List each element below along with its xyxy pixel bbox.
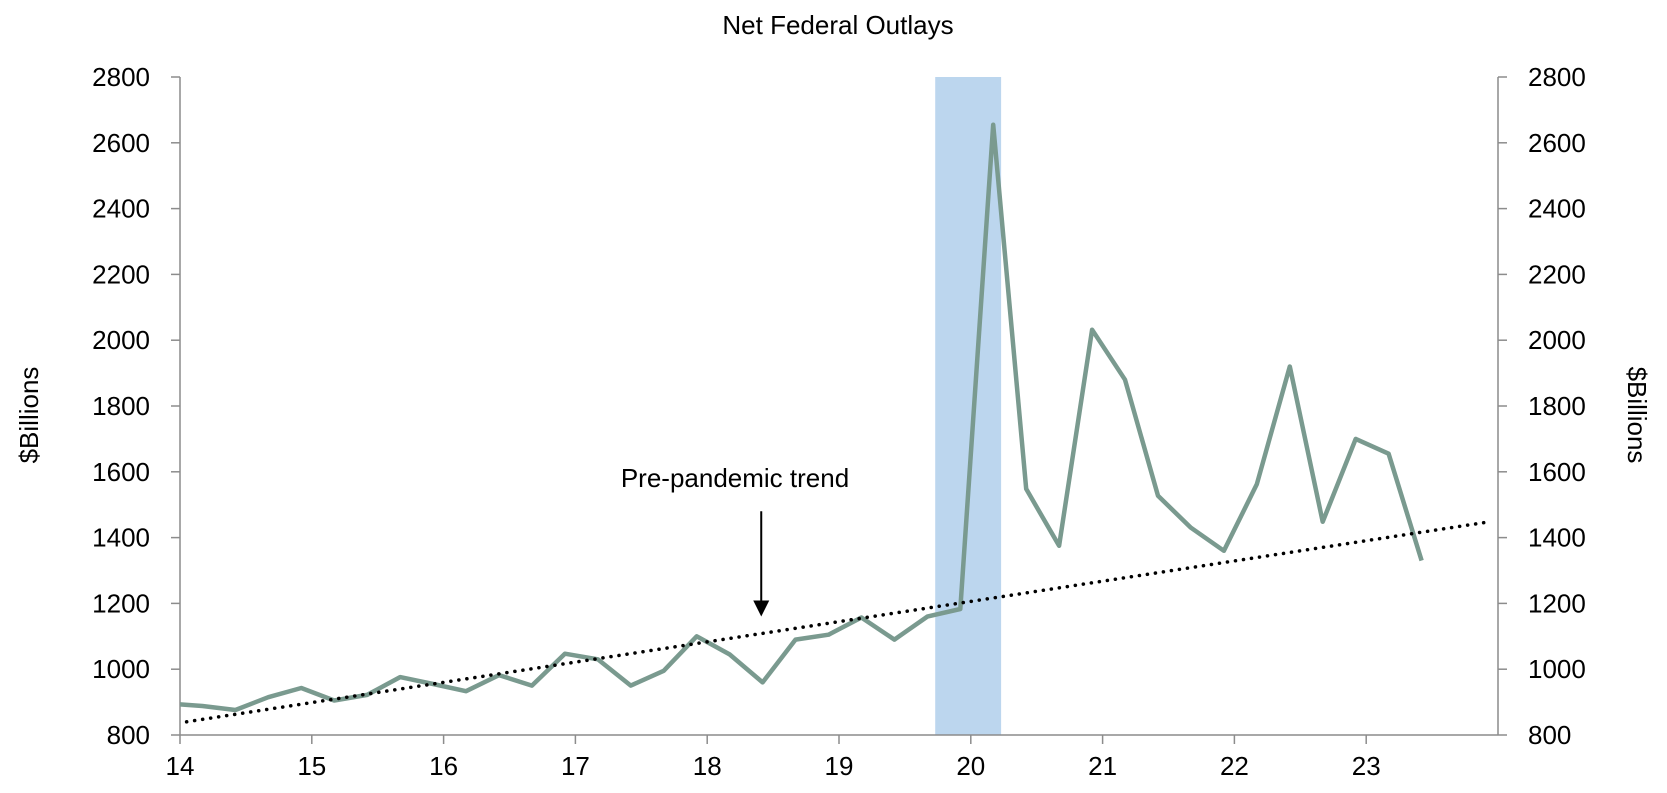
x-tick-label: 21 — [1088, 751, 1117, 781]
y-tick-label-left: 1000 — [92, 654, 150, 684]
y-tick-label-left: 1400 — [92, 523, 150, 553]
y-tick-label-right: 2400 — [1528, 194, 1586, 224]
annotation-arrow-head — [753, 600, 770, 617]
y-tick-label-right: 2200 — [1528, 259, 1586, 289]
y-axis-label-right: $Billions — [1622, 367, 1652, 464]
y-tick-label-right: 1800 — [1528, 391, 1586, 421]
y-tick-label-left: 2400 — [92, 194, 150, 224]
pre-pandemic-trend-label: Pre-pandemic trend — [621, 463, 849, 493]
x-tick-label: 14 — [166, 751, 195, 781]
y-tick-label-left: 2200 — [92, 259, 150, 289]
y-tick-label-right: 1400 — [1528, 523, 1586, 553]
trend-line — [184, 520, 1490, 724]
y-tick-label-left: 800 — [107, 720, 150, 750]
y-tick-label-right: 1600 — [1528, 457, 1586, 487]
annotation-layer — [753, 511, 770, 617]
y-tick-label-left: 1200 — [92, 588, 150, 618]
series-layer — [179, 122, 1490, 724]
outlays-line — [179, 122, 1424, 713]
x-tick-label: 22 — [1220, 751, 1249, 781]
y-tick-label-left: 1800 — [92, 391, 150, 421]
y-axis-label-left: $Billions — [14, 367, 44, 464]
x-tick-label: 18 — [693, 751, 722, 781]
x-tick-label: 23 — [1352, 751, 1381, 781]
axes-layer: 800 800 1000 1000 1200 1200 1400 1400 1600 1600 18… — [92, 62, 1586, 781]
x-tick-label: 20 — [956, 751, 985, 781]
x-tick-label: 19 — [825, 751, 854, 781]
y-tick-label-left: 2000 — [92, 325, 150, 355]
y-tick-label-left: 2600 — [92, 128, 150, 158]
y-tick-label-right: 2600 — [1528, 128, 1586, 158]
y-tick-label-right: 2000 — [1528, 325, 1586, 355]
y-tick-label-left: 1600 — [92, 457, 150, 487]
y-tick-label-right: 800 — [1528, 720, 1571, 750]
x-tick-label: 17 — [561, 751, 590, 781]
y-tick-label-left: 2800 — [92, 62, 150, 92]
x-tick-label: 15 — [297, 751, 326, 781]
x-tick-label: 16 — [429, 751, 458, 781]
y-tick-label-right: 1200 — [1528, 588, 1586, 618]
y-tick-label-right: 1000 — [1528, 654, 1586, 684]
y-tick-label-right: 2800 — [1528, 62, 1586, 92]
chart-title: Net Federal Outlays — [722, 10, 953, 40]
